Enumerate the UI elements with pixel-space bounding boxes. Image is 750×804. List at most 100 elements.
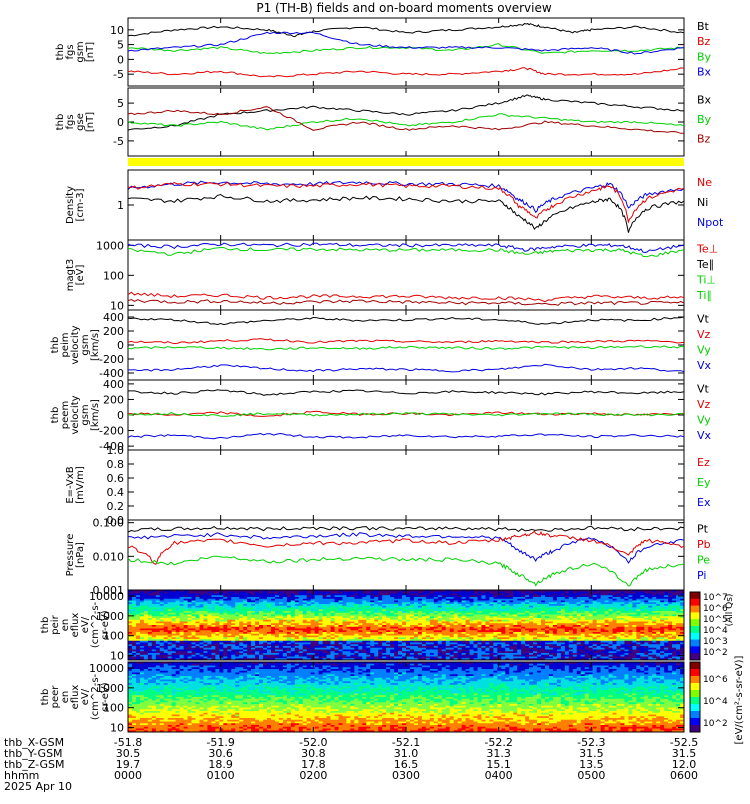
spectrogram-cell	[636, 644, 640, 646]
spectrogram-cell	[406, 646, 410, 648]
spectrogram-cell	[640, 629, 644, 631]
spectrogram-cell	[557, 644, 561, 646]
spectrogram-cell	[366, 623, 370, 625]
spectrogram-cell	[172, 613, 176, 615]
spectrogram-cell	[414, 592, 418, 594]
spectrogram-cell	[664, 630, 668, 632]
spectrogram-cell	[370, 622, 374, 624]
spectrogram-cell	[192, 636, 196, 638]
spectrogram-cell	[477, 629, 481, 631]
spectrogram-cell	[541, 594, 545, 596]
spectrogram-cell	[545, 630, 549, 632]
spectrogram-cell	[152, 641, 156, 643]
spectrogram-cell	[414, 632, 418, 634]
spectrogram-cell	[549, 627, 553, 629]
spectrogram-cell	[477, 611, 481, 613]
spectrogram-cell	[426, 604, 430, 606]
spectrogram-cell	[466, 632, 470, 634]
spectrogram-cell	[156, 599, 160, 601]
spectrogram-cell	[466, 637, 470, 639]
spectrogram-cell	[180, 637, 184, 639]
spectrogram-cell	[199, 595, 203, 597]
spectrogram-cell	[390, 615, 394, 617]
spectrogram-cell	[597, 639, 601, 641]
spectrogram-cell	[620, 618, 624, 620]
spectrogram-cell	[283, 629, 287, 631]
spectrogram-cell	[561, 646, 565, 648]
spectrogram-cell	[581, 634, 585, 636]
spectrogram-cell	[382, 648, 386, 650]
spectrogram-cell	[354, 611, 358, 613]
spectrogram-cell	[255, 622, 259, 624]
spectrogram-cell	[454, 630, 458, 632]
spectrogram-cell	[545, 625, 549, 627]
spectrogram-cell	[203, 604, 207, 606]
spectrogram-cell	[156, 611, 160, 613]
spectrogram-cell	[458, 623, 462, 625]
spectrogram-cell	[323, 620, 327, 622]
spectrogram-cell	[569, 616, 573, 618]
spectrogram-cell	[303, 629, 307, 631]
spectrogram-cell	[382, 595, 386, 597]
spectrogram-cell	[342, 644, 346, 646]
spectrogram-cell	[215, 648, 219, 650]
spectrogram-cell	[477, 636, 481, 638]
spectrogram-cell	[501, 646, 505, 648]
spectrogram-cell	[319, 613, 323, 615]
spectrogram-cell	[231, 646, 235, 648]
spectrogram-cell	[196, 630, 200, 632]
spectrogram-cell	[203, 594, 207, 596]
spectrogram-cell	[287, 637, 291, 639]
spectrogram-cell	[152, 613, 156, 615]
spectrogram-cell	[263, 615, 267, 617]
spectrogram-cell	[307, 618, 311, 620]
spectrogram-cell	[672, 613, 676, 615]
spectrogram-cell	[279, 595, 283, 597]
spectrogram-cell	[188, 648, 192, 650]
spectrogram-cell	[267, 643, 271, 645]
spectrogram-cell	[164, 592, 168, 594]
spectrogram-cell	[676, 646, 680, 648]
spectrogram-cell	[374, 637, 378, 639]
spectrogram-cell	[335, 618, 339, 620]
spectrogram-cell	[609, 599, 613, 601]
spectrogram-cell	[267, 606, 271, 608]
spectrogram-cell	[176, 622, 180, 624]
spectrogram-cell	[350, 627, 354, 629]
spectrogram-cell	[430, 611, 434, 613]
spectrogram-cell	[227, 594, 231, 596]
spectrogram-cell	[664, 594, 668, 596]
spectrogram-cell	[215, 608, 219, 610]
spectrogram-cell	[632, 601, 636, 603]
spectrogram-cell	[430, 646, 434, 648]
spectrogram-cell	[374, 599, 378, 601]
spectrogram-cell	[327, 637, 331, 639]
spectrogram-cell	[430, 629, 434, 631]
spectrogram-cell	[307, 615, 311, 617]
spectrogram-cell	[450, 627, 454, 629]
spectrogram-cell	[656, 613, 660, 615]
spectrogram-cell	[176, 615, 180, 617]
spectrogram-cell	[247, 630, 251, 632]
spectrogram-cell	[188, 601, 192, 603]
spectrogram-cell	[207, 632, 211, 634]
spectrogram-cell	[430, 623, 434, 625]
spectrogram-cell	[569, 629, 573, 631]
spectrogram-cell	[489, 599, 493, 601]
spectrogram-cell	[422, 613, 426, 615]
spectrogram-cell	[426, 613, 430, 615]
spectrogram-cell	[414, 625, 418, 627]
spectrogram-cell	[271, 639, 275, 641]
spectrogram-cell	[168, 618, 172, 620]
spectrogram-cell	[267, 616, 271, 618]
spectrogram-cell	[342, 606, 346, 608]
spectrogram-cell	[184, 615, 188, 617]
spectrogram-cell	[509, 606, 513, 608]
spectrogram-cell	[489, 639, 493, 641]
spectrogram-cell	[636, 641, 640, 643]
spectrogram-cell	[474, 604, 478, 606]
spectrogram-cell	[168, 639, 172, 641]
spectrogram-cell	[426, 639, 430, 641]
spectrogram-cell	[370, 623, 374, 625]
spectrogram-cell	[601, 592, 605, 594]
